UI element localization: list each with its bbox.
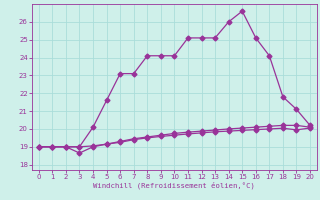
X-axis label: Windchill (Refroidissement éolien,°C): Windchill (Refroidissement éolien,°C) xyxy=(93,182,255,189)
